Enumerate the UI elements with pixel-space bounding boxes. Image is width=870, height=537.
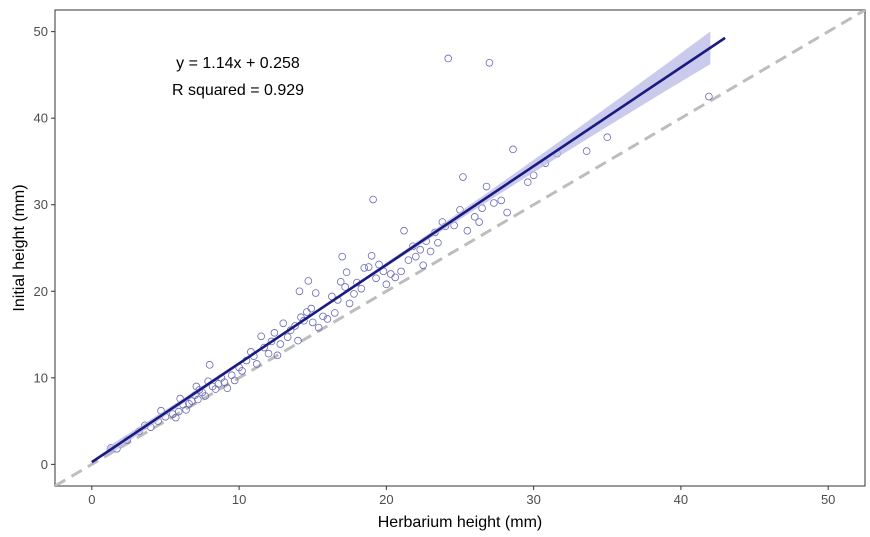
data-point bbox=[252, 360, 261, 368]
data-point bbox=[350, 290, 358, 298]
y-tick-label: 0 bbox=[41, 457, 48, 472]
data-point bbox=[434, 239, 442, 247]
fit-line-layer bbox=[91, 36, 726, 464]
data-point bbox=[331, 309, 339, 317]
data-point bbox=[391, 273, 400, 282]
data-point bbox=[412, 252, 420, 261]
y-tick-label: 50 bbox=[34, 24, 48, 39]
data-point bbox=[603, 133, 612, 142]
data-point bbox=[582, 147, 591, 155]
data-point bbox=[270, 329, 279, 337]
data-point bbox=[257, 332, 265, 341]
data-point bbox=[705, 92, 713, 101]
data-point bbox=[311, 289, 320, 297]
y-tick-label: 40 bbox=[34, 111, 48, 126]
identity-line bbox=[55, 10, 865, 486]
data-point bbox=[220, 378, 229, 386]
data-point bbox=[214, 380, 223, 388]
data-point bbox=[369, 195, 377, 204]
data-point bbox=[323, 315, 332, 323]
data-point bbox=[444, 54, 453, 63]
data-point bbox=[307, 304, 316, 313]
axes-layer: 0 10 20 30 40 50 0 10 20 30 40 50 bbox=[34, 24, 836, 507]
data-point bbox=[485, 58, 494, 67]
data-point bbox=[319, 312, 327, 321]
data-point bbox=[188, 397, 196, 405]
data-point bbox=[382, 280, 391, 289]
data-point bbox=[523, 178, 532, 187]
x-tick-label: 20 bbox=[379, 492, 393, 507]
data-point bbox=[367, 251, 376, 260]
data-point bbox=[503, 208, 511, 217]
data-point bbox=[482, 182, 491, 191]
data-point bbox=[300, 316, 308, 325]
data-point bbox=[341, 283, 349, 291]
y-axis-title: Initial height (mm) bbox=[11, 184, 28, 311]
data-point bbox=[475, 218, 483, 226]
data-point bbox=[336, 277, 345, 286]
r-squared-annotation: R squared = 0.929 bbox=[172, 82, 304, 99]
data-point bbox=[267, 337, 276, 346]
y-tick-label: 30 bbox=[34, 197, 48, 212]
data-point bbox=[497, 196, 506, 205]
data-point bbox=[342, 268, 351, 277]
y-tick-label: 20 bbox=[34, 284, 48, 299]
data-point bbox=[404, 256, 413, 264]
data-point bbox=[171, 413, 180, 422]
data-point bbox=[294, 336, 302, 345]
data-point bbox=[490, 199, 498, 207]
data-point bbox=[397, 267, 405, 276]
x-tick-label: 0 bbox=[88, 492, 95, 507]
data-point bbox=[230, 376, 239, 385]
data-point bbox=[182, 406, 190, 414]
equation-annotation: y = 1.14x + 0.258 bbox=[176, 55, 300, 72]
data-point bbox=[357, 284, 366, 293]
x-tick-label: 30 bbox=[526, 492, 540, 507]
data-point bbox=[304, 277, 313, 285]
x-tick-label: 10 bbox=[232, 492, 246, 507]
x-tick-label: 50 bbox=[821, 492, 835, 507]
data-point bbox=[279, 319, 288, 328]
data-point bbox=[238, 367, 246, 375]
data-point bbox=[470, 213, 479, 221]
data-point bbox=[314, 323, 323, 332]
data-point bbox=[463, 226, 472, 235]
data-point bbox=[416, 245, 425, 254]
data-point bbox=[426, 247, 435, 256]
data-point bbox=[295, 287, 304, 296]
data-point bbox=[360, 264, 369, 272]
data-point bbox=[174, 407, 183, 416]
data-point bbox=[283, 333, 292, 341]
identity-line-layer bbox=[55, 10, 865, 486]
data-point bbox=[419, 261, 427, 270]
data-point bbox=[276, 340, 285, 348]
data-point bbox=[264, 349, 273, 358]
data-point bbox=[308, 318, 317, 327]
data-point bbox=[201, 392, 210, 400]
data-point bbox=[205, 361, 214, 369]
data-point bbox=[459, 173, 467, 181]
y-tick-label: 10 bbox=[34, 370, 48, 385]
data-point bbox=[372, 274, 380, 283]
data-point bbox=[364, 263, 373, 271]
x-axis-title: Herbarium height (mm) bbox=[378, 514, 542, 531]
data-point bbox=[194, 395, 202, 404]
data-point bbox=[400, 226, 408, 235]
data-point bbox=[345, 299, 354, 308]
fit-line bbox=[91, 36, 726, 464]
data-point bbox=[338, 252, 346, 261]
data-point bbox=[223, 384, 232, 393]
data-point bbox=[509, 145, 517, 154]
x-tick-label: 40 bbox=[674, 492, 688, 507]
data-point bbox=[273, 351, 282, 360]
data-point bbox=[291, 322, 299, 330]
